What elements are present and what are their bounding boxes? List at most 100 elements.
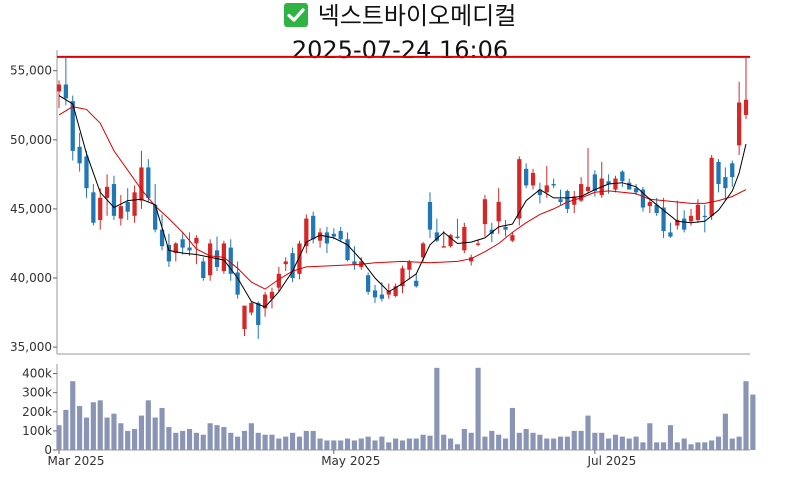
candle-body [455,236,460,238]
volume-bar [207,423,213,450]
volume-bar [702,442,708,450]
candle-body [208,243,213,276]
volume-bar [557,436,564,450]
candle-body [716,161,721,185]
candle-body [132,192,137,216]
volume-bar [537,434,543,450]
volume-bar [386,442,392,450]
candle-body [159,229,165,247]
volume-bar [290,432,296,450]
candle-body [661,207,666,232]
volume-bar [695,442,701,450]
candle-body [317,232,323,241]
volume-bar [468,432,474,450]
volume-bar [131,428,138,450]
volume-bar [324,440,330,450]
check-mark-icon [283,3,308,27]
candle-body [585,186,591,191]
candle-body [407,261,412,270]
volume-bar [599,432,605,450]
volume-y-tick-label: 200k [22,405,52,419]
candle-body [688,215,694,222]
candle-body [613,178,618,190]
volume-bar [145,400,151,450]
candle-body [290,253,295,278]
volume-bar [152,417,158,450]
volume-bar [241,430,248,450]
candle-body [517,159,522,219]
volume-bar [406,438,412,450]
candle-body [730,163,735,178]
candle-body [709,157,714,216]
price-y-tick-label: 45,000 [10,202,52,216]
volume-bar [235,436,241,450]
volume-bar [77,406,83,450]
volume-bar [303,430,309,450]
volume-bar [221,427,227,450]
candle-body [276,273,281,288]
volume-bar [63,409,69,450]
candle-body [420,243,426,258]
volume-bar [475,367,481,450]
candle-body [304,218,309,247]
chart-header: 넥스트바이오메디컬 2025-07-24 16:06 [0,0,800,66]
candle-body [647,202,652,207]
volume-bar [365,436,371,450]
candle-body [379,294,385,299]
candle-body [620,171,625,182]
volume-y-tick-label: 0 [44,443,52,457]
candle-body [414,280,419,287]
candle-body [372,290,378,298]
volume-bar [358,438,364,450]
price-y-tick-label: 55,000 [10,64,52,78]
x-tick-label: May 2025 [321,454,380,468]
candle-body [537,189,543,196]
volume-bar [351,440,357,450]
volume-bar [248,423,254,450]
volume-bar [667,425,674,450]
volume-bar [448,438,454,450]
moving-average-long-line [58,106,747,290]
volume-bar [111,413,117,450]
volume-bar [138,415,145,450]
candle-body [627,182,632,190]
candle-body [84,156,89,189]
candle-body [434,232,439,241]
volume-bar [166,427,172,450]
candle-body [146,167,151,198]
volume-bar [564,436,570,450]
price-y-tick-label: 35,000 [10,340,52,354]
x-tick-label: Mar 2025 [48,454,105,468]
candle-body [675,219,680,226]
candle-body [633,188,639,193]
candle-body [640,189,646,208]
volume-bar [56,425,62,450]
candle-body [235,272,240,295]
volume-bar [173,432,179,450]
candle-body [256,302,261,325]
volume-bar [585,415,591,450]
volume-bar [97,400,103,450]
volume-bar [619,436,625,450]
candle-body [366,275,371,292]
volume-bar [296,436,303,450]
candle-body [544,185,549,193]
candle-body [56,84,62,92]
candle-body [441,246,446,248]
candle-body [228,247,233,274]
volume-bar [626,438,632,450]
volume-bar [454,444,461,450]
candle-body [249,302,254,313]
candle-body [393,286,398,296]
candle-body [489,229,494,234]
volume-y-tick-label: 100k [22,424,52,438]
volume-bar [681,438,687,450]
price-panel: 35,000 40,000 45,000 50,000 55,000 [10,50,750,355]
candle-body [551,184,556,186]
volume-bar [509,407,515,450]
volume-bar [571,430,577,450]
candle-body [482,199,488,225]
candle-body [682,218,687,230]
volume-bar [612,434,619,450]
volume-bar [186,428,193,450]
